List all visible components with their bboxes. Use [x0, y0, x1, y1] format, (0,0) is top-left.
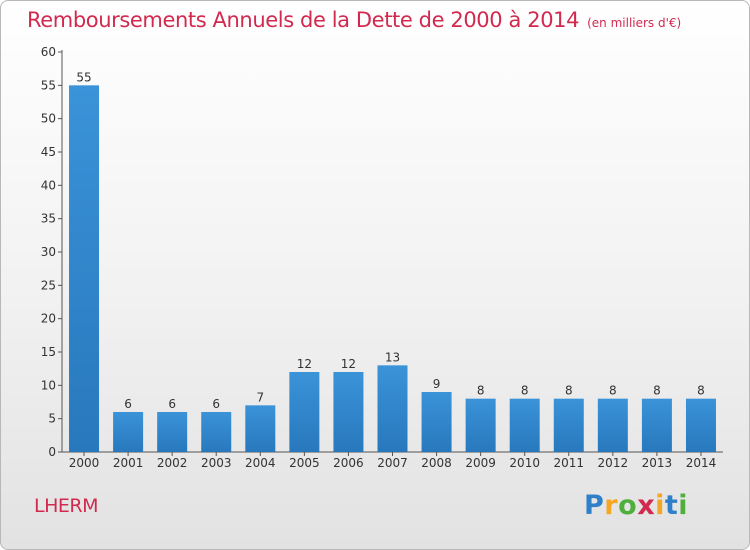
x-tick-label: 2008: [421, 456, 452, 470]
bar: [69, 85, 100, 452]
x-tick-label: 2012: [598, 456, 629, 470]
x-tick-label: 2004: [245, 456, 276, 470]
x-axis-labels: 2000 2001 2002 2003 2004 2005 2006 2007 2008 2009…: [69, 456, 716, 470]
value-label: 9: [433, 377, 441, 391]
x-tick-label: 2009: [465, 456, 496, 470]
value-label: 8: [521, 384, 529, 398]
value-label: 12: [297, 357, 312, 371]
bar: [113, 412, 144, 452]
bar: [641, 398, 672, 452]
chart-subtitle: (en milliers d'€): [587, 16, 682, 30]
value-label: 12: [341, 357, 356, 371]
bar: [201, 412, 232, 452]
place-name: LHERM: [34, 495, 98, 517]
bar: [289, 372, 320, 452]
logo-letter: o: [618, 490, 638, 521]
value-label: 55: [76, 70, 91, 84]
logo-letter: x: [637, 490, 656, 521]
y-tick-label: 10: [41, 378, 56, 392]
x-tick-label: 2005: [289, 456, 320, 470]
value-label: 8: [477, 384, 485, 398]
x-tick-label: 2006: [333, 456, 364, 470]
bar: [421, 392, 452, 452]
proxiti-logo: Proxiti: [584, 490, 688, 521]
x-tick-label: 2011: [553, 456, 584, 470]
chart-title-text: Remboursements Annuels de la Dette de 20…: [27, 8, 580, 32]
value-label: 6: [212, 397, 220, 411]
chart-bars: [69, 85, 716, 452]
bar: [377, 365, 408, 452]
logo-letter: r: [604, 490, 619, 521]
x-tick-label: 2007: [377, 456, 408, 470]
y-axis-labels: 0 5 10 15 20 25 30 35 40 45 50 55 60: [41, 45, 56, 459]
x-tick-label: 2003: [201, 456, 232, 470]
value-label: 8: [697, 384, 705, 398]
y-tick-label: 35: [41, 212, 56, 226]
value-labels: 55 6 6 6 7 12 12 13 9 8 8 8 8 8 8: [76, 70, 704, 411]
logo-letter: t: [664, 490, 679, 521]
value-label: 6: [168, 397, 176, 411]
y-tick-label: 5: [48, 412, 56, 426]
value-label: 8: [609, 384, 617, 398]
x-tick-label: 2000: [69, 456, 100, 470]
bar: [553, 398, 584, 452]
y-tick-label: 50: [41, 112, 56, 126]
y-tick-label: 25: [41, 278, 56, 292]
value-label: 8: [565, 384, 573, 398]
bar: [509, 398, 540, 452]
bar: [333, 372, 364, 452]
x-tick-label: 2010: [509, 456, 540, 470]
value-label: 8: [653, 384, 661, 398]
y-tick-label: 45: [41, 145, 56, 159]
x-tick-label: 2014: [686, 456, 717, 470]
y-tick-label: 40: [41, 178, 56, 192]
y-tick-label: 15: [41, 345, 56, 359]
value-label: 6: [124, 397, 132, 411]
x-tick-label: 2002: [157, 456, 188, 470]
logo-letter: i: [655, 490, 665, 521]
logo-letter: P: [584, 490, 605, 521]
x-tick-label: 2013: [642, 456, 673, 470]
y-tick-label: 55: [41, 78, 56, 92]
value-label: 7: [256, 390, 264, 404]
y-tick-label: 30: [41, 245, 56, 259]
bar: [685, 398, 716, 452]
bar: [245, 405, 276, 452]
value-label: 13: [385, 350, 400, 364]
chart-title: Remboursements Annuels de la Dette de 20…: [27, 8, 681, 32]
bar: [597, 398, 628, 452]
y-tick-label: 0: [48, 445, 56, 459]
logo-letter: i: [678, 490, 689, 521]
y-tick-label: 60: [41, 45, 56, 59]
x-tick-label: 2001: [113, 456, 144, 470]
bar: [465, 398, 496, 452]
bar: [157, 412, 188, 452]
y-tick-label: 20: [41, 312, 56, 326]
